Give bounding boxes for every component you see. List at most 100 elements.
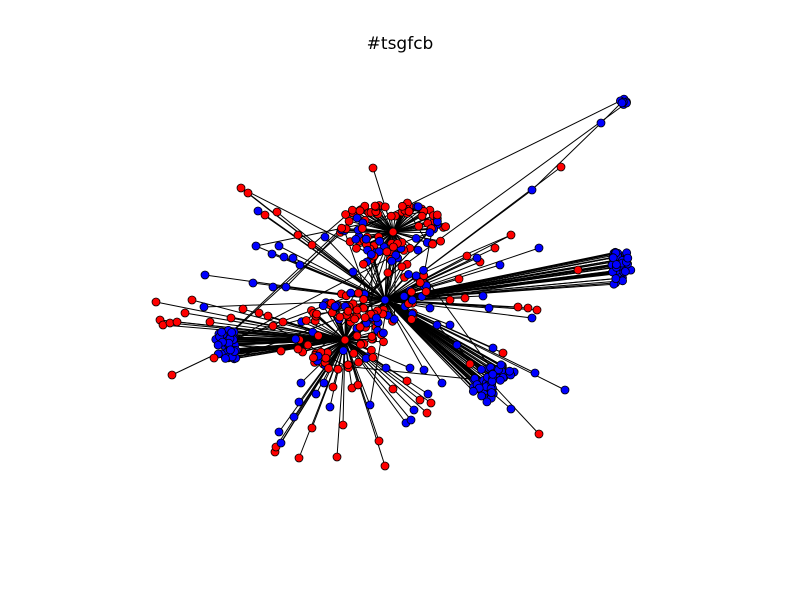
graph-node-blue [296, 378, 306, 388]
graph-node-red [374, 436, 384, 446]
graph-node-blue [248, 278, 258, 288]
graph-node-red [341, 210, 351, 219]
graph-edge [344, 339, 371, 406]
graph-node-red [151, 297, 161, 307]
graph-node-red [370, 201, 380, 211]
graph-edge [392, 215, 423, 233]
graph-node-red [338, 420, 348, 430]
graph-edge [384, 299, 504, 378]
graph-edge [384, 299, 491, 386]
graph-edge [234, 314, 347, 360]
graph-node-red [465, 359, 475, 369]
graph-edge [336, 339, 346, 458]
graph-node-red [367, 332, 377, 341]
graph-node-red [343, 306, 353, 316]
graph-node-blue [281, 282, 291, 292]
graph-node-red [337, 223, 347, 233]
graph-edge [221, 227, 342, 342]
graph-node-red [407, 314, 416, 324]
graph-node-red [294, 453, 304, 463]
graph-node-blue [534, 243, 544, 253]
graph-node-blue [288, 253, 298, 263]
graph-node-blue [319, 378, 329, 388]
graph-node-red [436, 236, 446, 246]
graph-edge [219, 336, 346, 341]
graph-node-blue [445, 320, 455, 330]
graph-edge [372, 167, 394, 233]
graph-node-red [353, 380, 363, 390]
graph-node-blue [291, 334, 300, 344]
graph-node-red [404, 207, 414, 216]
graph-node-red [368, 163, 378, 173]
graph-node-red [414, 221, 424, 231]
graph-node-red [312, 309, 322, 319]
graph-edge [348, 269, 624, 311]
graph-node-red [293, 344, 303, 354]
graph-node-red [573, 265, 583, 275]
graph-node-blue [338, 346, 348, 356]
graph-node-blue [330, 302, 340, 311]
graph-node-blue [620, 267, 630, 276]
graph-node-red [328, 382, 338, 392]
graph-node-blue [406, 415, 416, 425]
graph-edges [155, 98, 631, 467]
graph-edge [298, 339, 346, 403]
graph-node-red [366, 345, 376, 355]
graph-node-red [321, 353, 331, 363]
graph-node-red [351, 243, 361, 253]
graph-node-red [254, 308, 264, 318]
graph-node-red [388, 384, 398, 394]
graph-node-red [388, 242, 398, 252]
graph-node-red [307, 423, 317, 433]
graph-node-blue [409, 405, 419, 415]
graph-node-red [347, 205, 357, 215]
graph-node-blue [478, 291, 488, 301]
graph-node-blue [274, 241, 284, 251]
graph-node-blue [318, 301, 328, 311]
graph-node-blue [389, 314, 399, 324]
graph-node-red [356, 339, 366, 349]
graph-node-red [324, 363, 334, 373]
graph-node-blue [227, 328, 237, 337]
graph-node-blue [320, 232, 330, 242]
graph-node-blue [419, 265, 428, 275]
graph-node-red [382, 247, 392, 257]
graph-node-red [172, 317, 182, 327]
graph-node-blue [387, 256, 397, 266]
graph-edge [234, 339, 346, 346]
graph-node-red [357, 224, 367, 233]
graph-node-blue [348, 267, 358, 277]
graph-node-blue [213, 340, 223, 350]
graph-node-red [343, 360, 353, 370]
graph-node-red [368, 353, 378, 362]
graph-node-red [187, 295, 197, 305]
graph-node-red [532, 305, 542, 315]
graph-edge [344, 339, 428, 414]
graph-node-blue [279, 252, 289, 262]
graph-node-blue [413, 245, 423, 255]
graph-node-blue [482, 397, 492, 407]
graph-edge [301, 321, 346, 341]
graph-node-red [352, 305, 362, 315]
graph-edge [384, 266, 403, 301]
graph-node-red [205, 317, 215, 327]
graph-node-blue [495, 260, 505, 270]
graph-node-red [454, 274, 464, 284]
graph-node-blue [423, 389, 433, 399]
graph-node-blue [276, 438, 286, 448]
graph-node-blue [365, 400, 375, 410]
graph-node-red [422, 408, 432, 418]
graph-node-blue [217, 327, 227, 337]
graph-node-blue [611, 274, 621, 284]
graph-node-blue [268, 282, 278, 292]
graph-edge [230, 339, 346, 351]
graph-node-red [167, 370, 177, 380]
graph-node-blue [476, 365, 486, 374]
graph-node-blue [294, 397, 304, 407]
graph-node-blue [325, 402, 335, 412]
graph-node-red [263, 311, 273, 321]
graph-node-blue [411, 233, 421, 243]
graph-node-blue [487, 388, 496, 398]
graph-node-blue [391, 250, 401, 260]
